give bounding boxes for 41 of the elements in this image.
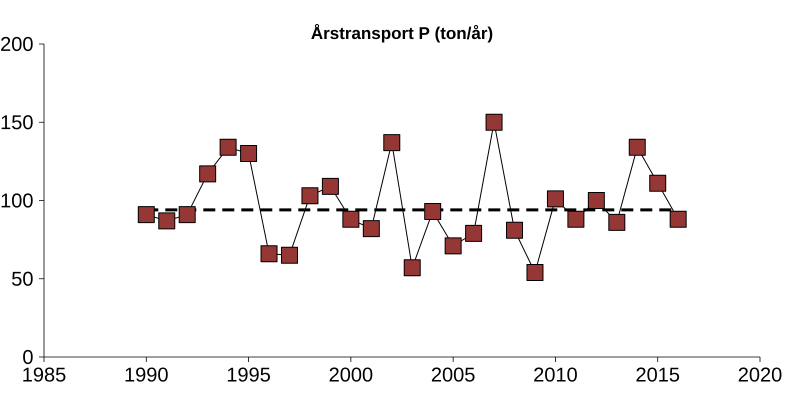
point <box>138 206 155 224</box>
point <box>383 134 400 152</box>
point <box>608 214 626 231</box>
point <box>465 224 482 242</box>
x-tick-label: 1985 <box>23 368 66 382</box>
point <box>546 190 564 208</box>
y-tick-label: 0 <box>23 350 33 364</box>
point <box>178 206 196 224</box>
point <box>670 210 687 228</box>
chart-title: Årstransport P (ton/år) <box>311 24 492 42</box>
point <box>588 192 605 209</box>
point <box>506 222 524 239</box>
point <box>301 187 318 204</box>
y-tick-label: 100 <box>2 193 33 208</box>
point <box>362 220 380 238</box>
point <box>260 245 278 262</box>
point <box>322 178 339 195</box>
point <box>199 165 216 182</box>
point <box>628 138 646 156</box>
x-tick-label: 2020 <box>738 368 782 382</box>
point <box>158 212 176 230</box>
point <box>424 202 442 220</box>
point <box>342 210 360 228</box>
x-tick-label: 2010 <box>534 368 577 382</box>
x-tick-label: 1995 <box>228 368 270 382</box>
x-tick-label: 1990 <box>126 368 168 382</box>
point <box>649 174 666 192</box>
point <box>280 246 298 264</box>
x-tick-label: 2000 <box>330 368 372 382</box>
point <box>404 259 421 276</box>
point <box>444 237 462 254</box>
y-tick-label: 200 <box>1 36 33 52</box>
x-tick-label: 2005 <box>432 368 475 382</box>
point <box>486 114 503 131</box>
point <box>567 210 584 228</box>
point <box>240 145 258 162</box>
point <box>220 138 237 156</box>
point <box>526 264 544 281</box>
x-tick-label: 2015 <box>636 368 680 382</box>
y-tick-label: 50 <box>12 272 33 286</box>
y-tick-label: 150 <box>2 115 33 130</box>
